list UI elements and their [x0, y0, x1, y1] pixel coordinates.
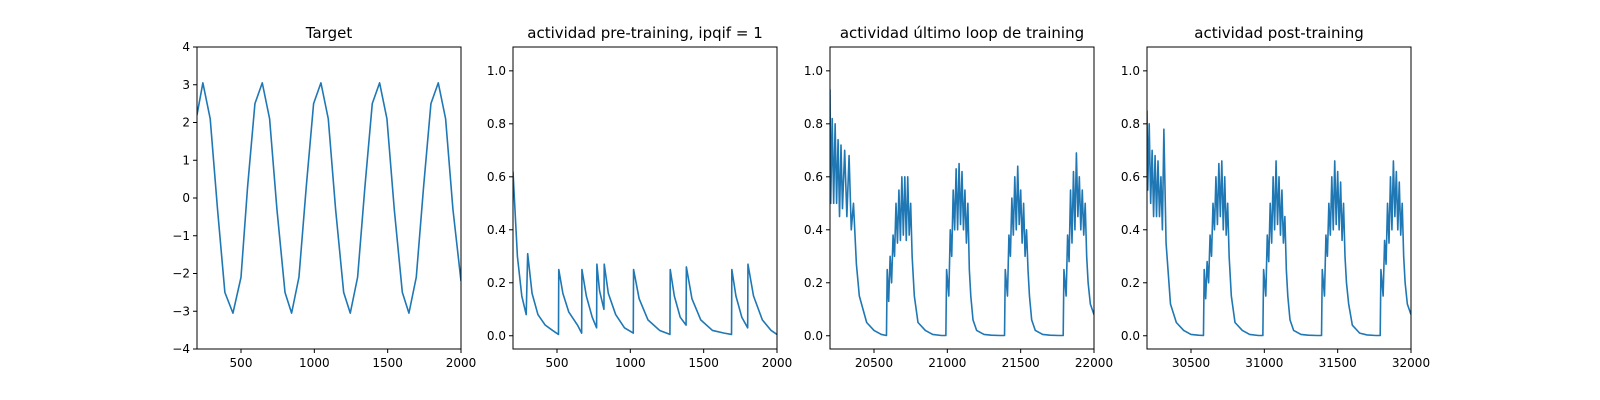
x-tick-label: 1000: [615, 356, 646, 370]
y-tick-label: 0.4: [487, 223, 506, 237]
x-tick-label: 2000: [762, 356, 793, 370]
chart-title: Target: [305, 24, 353, 42]
x-tick-label: 1500: [688, 356, 719, 370]
series-line: [830, 89, 1094, 337]
y-tick-label: 2: [182, 116, 190, 130]
x-tick-label: 500: [230, 356, 253, 370]
subplot-pre-training: actividad pre-training, ipqif = 1 500 1000…: [487, 24, 792, 370]
y-tick-label: 0.2: [804, 276, 823, 290]
series-line: [1147, 110, 1411, 337]
axes-frame: [512, 46, 778, 350]
y-tick-label: 0.8: [1121, 117, 1140, 131]
chart-title: actividad último loop de training: [840, 24, 1084, 42]
y-tick-label: −1: [172, 229, 190, 243]
y-tick-label: 0.2: [1121, 276, 1140, 290]
y-tick-label: 0.6: [487, 170, 506, 184]
x-tick-label: 1000: [299, 356, 330, 370]
y-tick-label: 0.6: [1121, 170, 1140, 184]
x-tick-label: 20500: [855, 356, 893, 370]
series-line: [513, 171, 777, 336]
y-tick-label: 1.0: [804, 64, 823, 78]
axes-frame: [196, 46, 462, 350]
y-tick-label: 3: [182, 78, 190, 92]
chart-title: actividad post-training: [1194, 24, 1363, 42]
y-tick-label: 0.8: [487, 117, 506, 131]
y-tick-label: 0.2: [487, 276, 506, 290]
y-tick-label: 0.4: [1121, 223, 1140, 237]
y-tick-label: 0.0: [487, 329, 506, 343]
y-tick-label: 0.6: [804, 170, 823, 184]
axes-frame: [1146, 46, 1412, 350]
x-tick-label: 21000: [928, 356, 966, 370]
subplot-post-training: actividad post-training 30500 31000 31500 32…: [1121, 24, 1430, 370]
x-tick-label: 21500: [1002, 356, 1040, 370]
y-tick-label: 1.0: [1121, 64, 1140, 78]
axes-frame: [829, 46, 1095, 350]
subplot-target: Target 500 1000 1500 2000 −4 −3 −2 −1 0 1 2 3 4: [172, 24, 476, 370]
x-tick-label: 500: [546, 356, 569, 370]
x-tick-label: 32000: [1392, 356, 1430, 370]
y-tick-label: 0: [182, 191, 190, 205]
chart-title: actividad pre-training, ipqif = 1: [527, 24, 763, 42]
x-tick-label: 30500: [1172, 356, 1210, 370]
y-tick-label: −3: [172, 304, 190, 318]
y-tick-label: 0.0: [804, 329, 823, 343]
x-tick-label: 22000: [1075, 356, 1113, 370]
series-line: [197, 82, 461, 314]
y-tick-label: 0.0: [1121, 329, 1140, 343]
subplot-last-training-loop: actividad último loop de training 20500 21…: [804, 24, 1113, 370]
y-tick-label: −4: [172, 342, 190, 356]
y-tick-label: 1: [182, 153, 190, 167]
x-tick-label: 31000: [1245, 356, 1283, 370]
y-tick-label: 4: [182, 40, 190, 54]
x-tick-label: 31500: [1319, 356, 1357, 370]
y-tick-label: 0.8: [804, 117, 823, 131]
x-tick-label: 2000: [446, 356, 477, 370]
x-tick-label: 1500: [372, 356, 403, 370]
y-tick-label: 0.4: [804, 223, 823, 237]
y-tick-label: −2: [172, 267, 190, 281]
y-tick-label: 1.0: [487, 64, 506, 78]
